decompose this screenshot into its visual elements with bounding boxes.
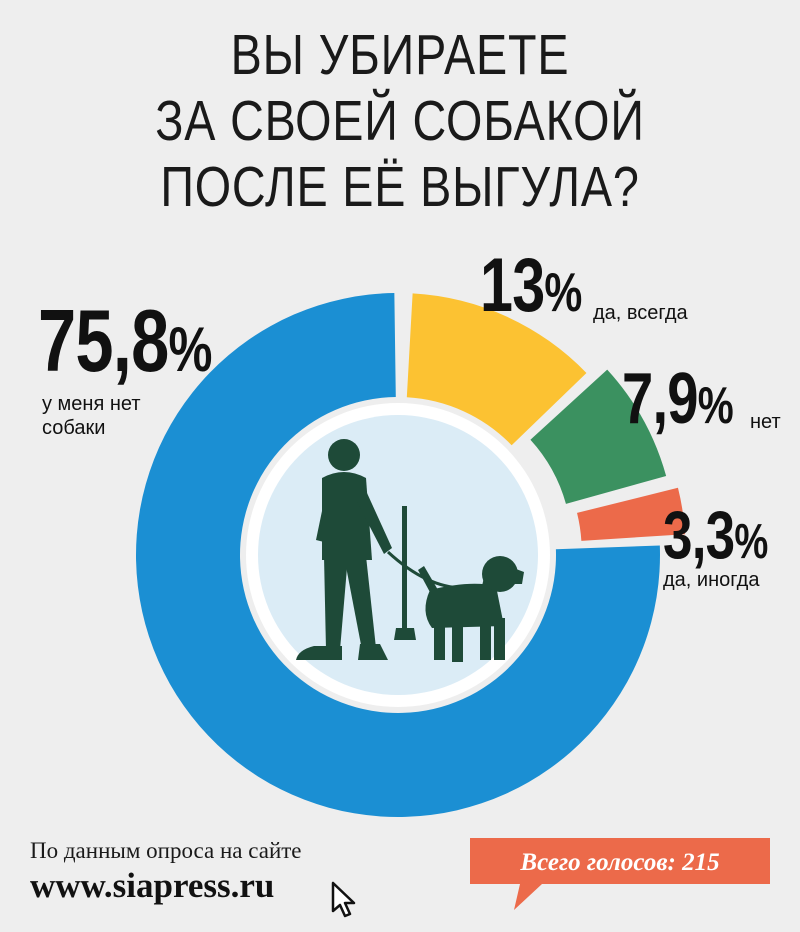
- title-line: ВЫ УБИРАЕТЕ: [230, 23, 570, 87]
- title-line: ЗА СВОЕЙ СОБАКОЙ: [155, 89, 645, 153]
- votes-count: Всего голосов: 215: [520, 849, 720, 876]
- slice-caption-always: да, всегда: [593, 302, 688, 324]
- pie-slice: [577, 487, 686, 541]
- person-walking-dog-icon: [296, 439, 524, 662]
- slice-value-label-no: 7,9%: [622, 359, 734, 439]
- slice-value-label-sometimes: 3,3%: [663, 497, 768, 573]
- slice-value-label-always: 13%: [480, 243, 582, 328]
- pie-slice: [136, 293, 661, 818]
- title-line: ПОСЛЕ ЕЁ ВЫГУЛА?: [160, 155, 640, 219]
- slice-caption-sometimes: да, иногда: [663, 569, 760, 591]
- site-link[interactable]: www.siapress.ru: [30, 866, 275, 905]
- pie-slice: [530, 369, 667, 504]
- cursor-icon: [331, 881, 356, 918]
- slice-caption-no-dog: у меня нет собаки: [42, 393, 141, 439]
- votes-badge: [470, 838, 770, 910]
- slice-caption-no: нет: [750, 411, 781, 433]
- source-label: По данным опроса на сайте: [30, 838, 302, 863]
- chart-title: ВЫ УБИРАЕТЕ ЗА СВОЕЙ СОБАКОЙ ПОСЛЕ ЕЁ ВЫ…: [72, 22, 728, 220]
- pie-slice: [406, 293, 587, 446]
- slice-value-label-no-dog: 75,8%: [38, 291, 212, 390]
